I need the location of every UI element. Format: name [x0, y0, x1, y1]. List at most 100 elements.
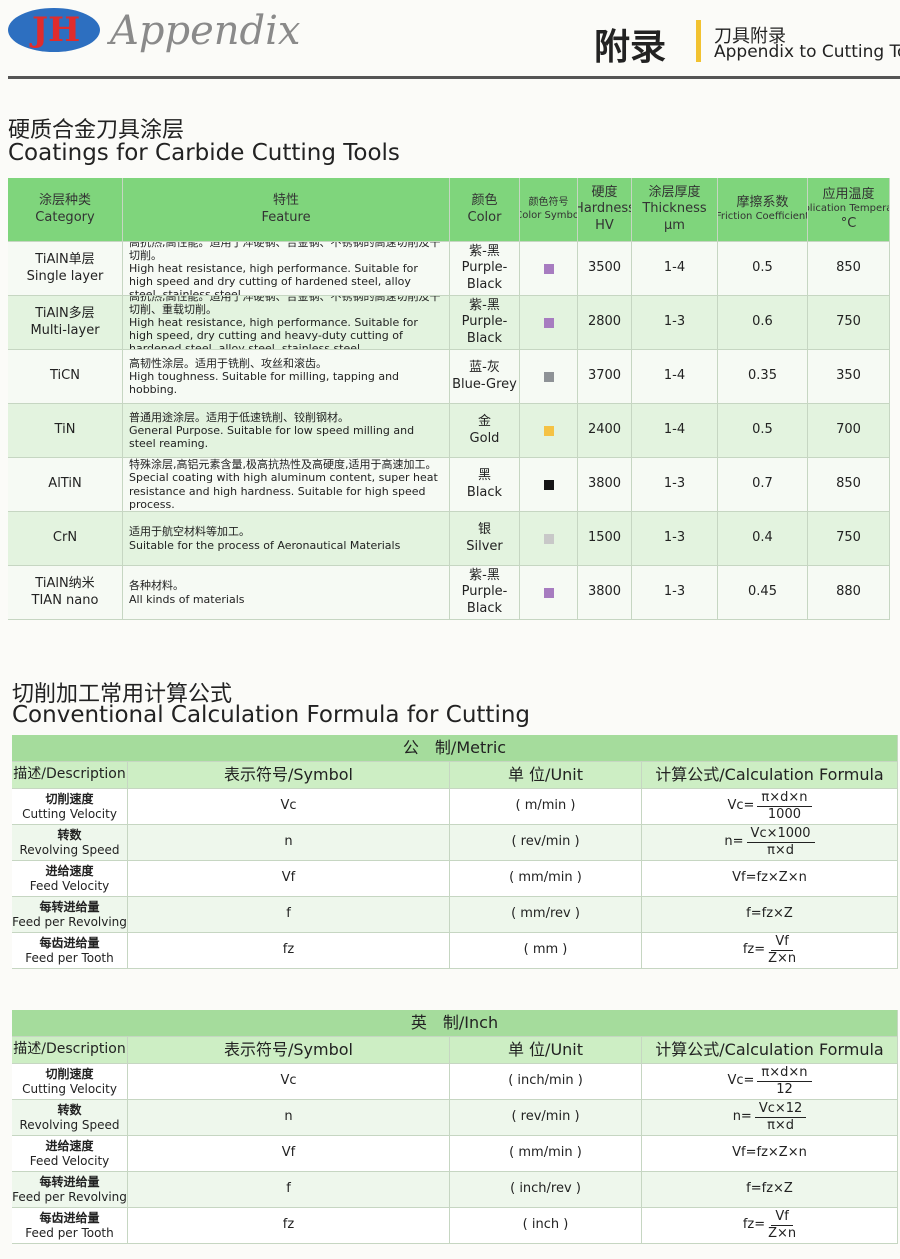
color-swatch: [543, 587, 554, 598]
unit: ( m/min ): [450, 789, 642, 825]
cell: TiAlN单层 Single layer: [8, 242, 123, 296]
section-title-en: Coatings for Carbide Cutting Tools: [8, 140, 400, 166]
formula: fz= Vf Z×n: [642, 933, 898, 969]
feature-en: High heat resistance, high performance. …: [129, 315, 418, 350]
fraction: Vc×1000 π×d: [746, 826, 815, 860]
color-swatch: [543, 479, 554, 490]
temp: 350: [836, 368, 861, 384]
cell: 3800: [578, 458, 632, 512]
numerator: π×d×n: [757, 790, 812, 807]
desc-en: Feed per Revolving: [12, 1189, 127, 1204]
temp: 750: [836, 314, 861, 330]
cell: 750: [808, 296, 890, 350]
thickness: 1-4: [663, 368, 686, 384]
category: TiAlN纳米: [35, 576, 95, 592]
description: 转数 Revolving Speed: [12, 825, 128, 861]
symbol: n: [128, 1100, 450, 1136]
cell: 紫-黑 Purple-Black: [450, 566, 520, 620]
desc-cn: 每齿进给量: [39, 1210, 100, 1225]
formula: Vc= π×d×n 1000: [642, 789, 898, 825]
cell: 紫-黑 Purple-Black: [450, 296, 520, 350]
feature: 普通用途涂层。适用于低速铣削、铰削钢材。 General Purpose. Sui…: [123, 404, 450, 458]
numerator: Vc×12: [754, 1101, 807, 1118]
color-name: 金: [477, 414, 491, 430]
friction: 0.45: [748, 584, 777, 600]
formula-lhs: Vc=: [727, 798, 755, 814]
cell: 1-3: [632, 512, 718, 566]
formula-text: f=fz×Z: [746, 906, 793, 922]
unit: ( inch ): [450, 1208, 642, 1244]
cell: 1-3: [632, 458, 718, 512]
color-swatch: [543, 425, 554, 436]
fraction: π×d×n 12: [757, 1065, 812, 1099]
description: 切削速度 Cutting Velocity: [12, 1064, 128, 1100]
header-text: 涂层种类: [38, 193, 91, 209]
description: 每齿进给量 Feed per Tooth: [12, 933, 128, 969]
color-name: 黑: [477, 468, 491, 484]
temp: 700: [836, 422, 861, 438]
desc-en: Revolving Speed: [19, 842, 120, 857]
section-title-cn: 切削加工常用计算公式: [12, 682, 233, 707]
feature: 高抗热,高性能。适用于淬硬钢、合金钢、不锈钢的高速切削及干切削、重载切削。 Hig…: [123, 296, 450, 350]
thickness: 1-4: [663, 422, 686, 438]
numerator: Vc×1000: [746, 826, 815, 843]
unit: ( rev/min ): [450, 1100, 642, 1136]
symbol: Vc: [128, 789, 450, 825]
category: Multi-layer: [30, 322, 100, 338]
cell: [520, 458, 578, 512]
denominator: π×d: [767, 1118, 795, 1133]
hardness: 3500: [587, 260, 622, 276]
cell: TiAlN纳米 TIAN nano: [8, 566, 123, 620]
cell: [520, 242, 578, 296]
desc-en: Cutting Velocity: [22, 806, 117, 821]
formula-text: f=fz×Z: [746, 1181, 793, 1197]
header-text: Hardness: [578, 201, 632, 217]
category: TiAlN多层: [35, 306, 95, 322]
hardness: 2400: [587, 422, 622, 438]
color-name: 紫-黑: [469, 244, 500, 260]
cell: 700: [808, 404, 890, 458]
header-text: Category: [35, 209, 95, 225]
color-name: Gold: [469, 430, 500, 446]
cell: 紫-黑 Purple-Black: [450, 242, 520, 296]
hardness: 3800: [587, 476, 622, 492]
title-cn: 附录: [594, 27, 667, 68]
unit: ( mm/rev ): [450, 897, 642, 933]
temp: 880: [836, 584, 861, 600]
cell: [520, 404, 578, 458]
group-title: 公 制/Metric: [12, 735, 898, 762]
fraction: Vf Z×n: [768, 934, 796, 968]
formula: f=fz×Z: [642, 1172, 898, 1208]
formula-table: 英 制/Inch 描述/Description 表示符号/Symbol 单 位/Uni…: [12, 1010, 898, 1244]
header-cell: 颜色 Color: [450, 178, 520, 242]
cell: 0.6: [718, 296, 808, 350]
friction: 0.6: [752, 314, 773, 330]
cell: [520, 350, 578, 404]
header-cell: 特性 Feature: [123, 178, 450, 242]
formula-table: 公 制/Metric 描述/Description 表示符号/Symbol 单 位/U…: [12, 735, 898, 969]
thickness: 1-4: [663, 260, 686, 276]
cell: 1-4: [632, 350, 718, 404]
header-cell: 涂层种类 Category: [8, 178, 123, 242]
symbol: n: [128, 825, 450, 861]
color-swatch: [543, 371, 554, 382]
cell: CrN: [8, 512, 123, 566]
temp: 850: [836, 476, 861, 492]
feature: 适用于航空材料等加工。 Suitable for the process of A…: [123, 512, 450, 566]
friction: 0.5: [752, 260, 773, 276]
color-swatch: [543, 263, 554, 274]
thickness: 1-3: [663, 476, 686, 492]
thickness: 1-3: [663, 584, 686, 600]
denominator: Z×n: [768, 951, 797, 966]
formula: Vf=fz×Z×n: [642, 1136, 898, 1172]
desc-cn: 每转进给量: [39, 1174, 100, 1189]
formula: n= Vc×1000 π×d: [642, 825, 898, 861]
formula-lhs: n=: [732, 1109, 752, 1125]
description: 进给速度 Feed Velocity: [12, 861, 128, 897]
category: TiCN: [50, 368, 80, 384]
cell: 1-3: [632, 566, 718, 620]
cell: 3500: [578, 242, 632, 296]
cell: 0.5: [718, 242, 808, 296]
cell: 850: [808, 458, 890, 512]
friction: 0.7: [752, 476, 773, 492]
